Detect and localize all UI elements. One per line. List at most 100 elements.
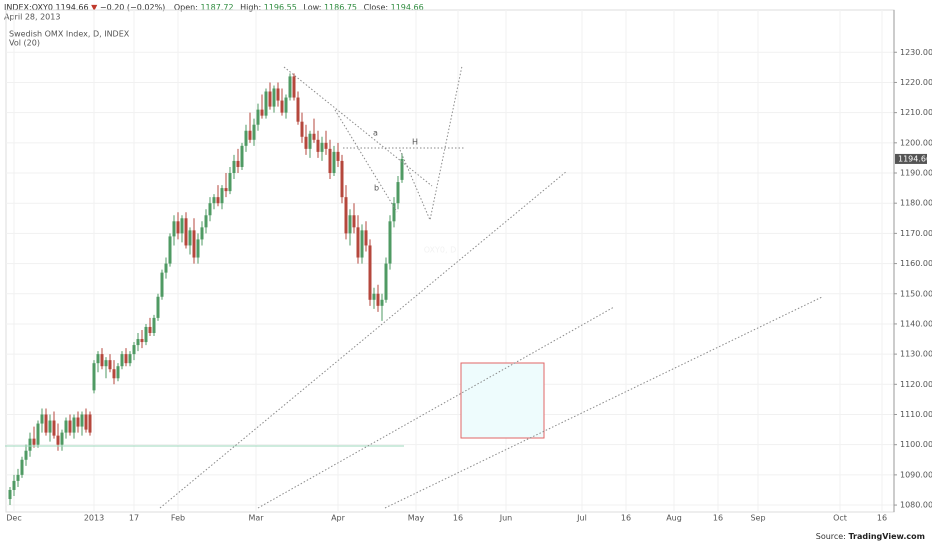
candle-body [276,88,280,101]
candle-body [232,160,236,174]
candle-body [372,293,376,300]
x-tick-label: 16 [877,514,887,523]
candle-body [76,417,80,427]
candle-body [288,76,292,98]
date: April 28, 2013 [4,13,60,22]
candle-body [60,432,64,445]
candle-body [328,148,332,174]
candle-body [12,480,16,490]
candle-body [48,420,52,433]
close: 1194.66 [391,3,424,12]
y-tick-label: 1120.00 [900,380,932,389]
x-tick-label: Jul [576,514,587,523]
open: 1187.72 [200,3,233,12]
candle-body [88,414,92,433]
candle-body [212,197,216,204]
candle-body [392,203,396,222]
candle-body [228,173,232,192]
candle-body [116,366,120,379]
candle-body [64,420,68,433]
candle-body [264,91,268,116]
trend-line [334,109,398,213]
candle-body [348,215,352,234]
y-tick-label: 1110.00 [900,410,932,419]
candle-body [356,227,360,258]
low: 1186.75 [324,3,357,12]
candle-body [80,414,84,427]
y-tick-label: 1080.00 [900,501,932,510]
source: Source: TradingView.com [816,532,925,541]
candle-body [384,263,388,300]
candle-body [108,360,112,370]
x-tick-label: Apr [331,514,346,523]
candle-body [32,438,36,445]
y-tick-label: 1150.00 [900,289,932,298]
candle-body [112,369,116,379]
candle-body [204,215,208,228]
candle-body [368,245,372,300]
x-tick-label: Dec [6,514,21,523]
candle-body [336,151,340,161]
low-label: Low: [303,3,321,12]
y-tick-label: 1220.00 [900,78,932,87]
chart-title: Swedish OMX Index, D, INDEX [9,30,130,39]
candle-body [396,182,400,204]
high-label: High: [240,3,261,12]
candle-body [208,203,212,216]
y-tick-label: 1100.00 [900,440,932,449]
candle-body [244,130,248,146]
candle-body [100,354,104,367]
candle-body [220,188,224,204]
candle-body [148,326,152,333]
candle-body [192,230,196,258]
y-tick-label: 1090.00 [900,470,932,479]
candle-body [128,354,132,364]
candle-body [308,133,312,149]
candle-body [92,363,96,391]
subtitle: Vol (20) [9,39,40,48]
candle-body [132,345,136,355]
candle-body [136,339,140,346]
open-label: Open: [174,3,198,12]
candle-body [196,239,200,258]
candle-body [376,293,380,306]
candle-body [168,236,172,264]
candle-body [296,97,300,122]
candle-body [312,133,316,140]
candle-body [52,420,56,436]
candle-body [224,188,228,192]
x-tick-label: 2013 [84,514,104,523]
candle-body [156,296,160,318]
candle-body [236,160,240,167]
watermark: OXY0, D [424,246,457,255]
close-label: Close: [364,3,389,12]
candle-body [176,221,180,234]
candle-body [292,76,296,98]
candle-body [8,489,12,500]
candle-body [140,339,144,343]
y-tick-label: 1210.00 [900,108,932,117]
candle-body [180,218,184,234]
x-tick-label: 16 [713,514,723,523]
candle-body [184,218,188,246]
candle-body [36,423,40,445]
source-name: TradingView.com [848,532,925,541]
header: INDEX:OXY0 1194.66 ▼ −0.20 (−0.02%) Open… [4,3,424,12]
candle-body [44,414,48,433]
candle-body [216,197,220,204]
plot-area: 1080.00 1090.00 1100.00 1110.00 1120.00 1130.… [5,9,932,523]
candle-body [120,354,124,367]
candle-body [104,360,108,367]
candle-body [340,160,344,198]
candle-body [300,121,304,137]
candle-body [272,88,276,107]
trend-line [257,306,615,509]
price: 1194.66 [56,3,89,12]
candle-body [320,142,324,152]
candle-body [96,354,100,364]
x-tick-label: 17 [129,514,139,523]
candle-body [364,230,368,246]
candle-body [240,145,244,167]
